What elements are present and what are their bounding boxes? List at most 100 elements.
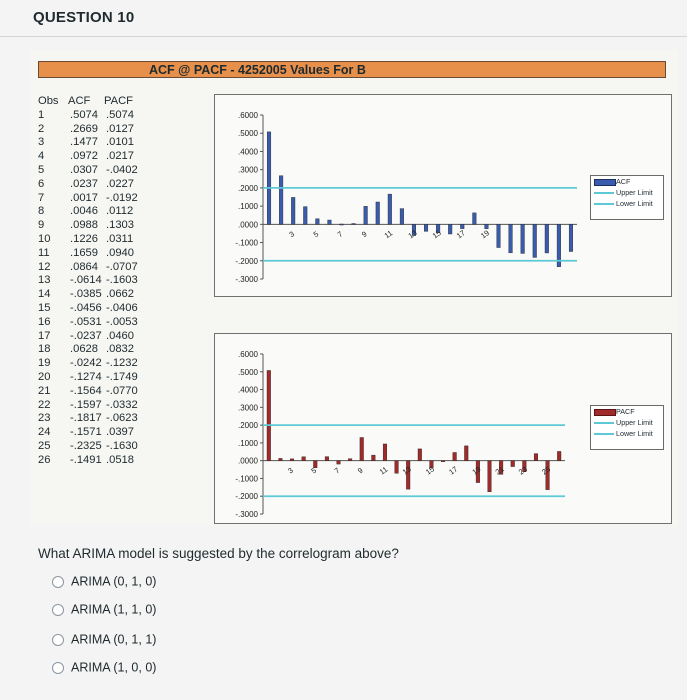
cell-obs: 18 — [38, 343, 51, 356]
table-row: 23 -.1817 -.0623 — [38, 412, 150, 426]
bar-lag-5 — [315, 218, 320, 225]
bar-lag-20 — [496, 224, 501, 248]
table-row: 8 .0046 .0112 — [38, 205, 150, 219]
bar-lag-19 — [475, 460, 480, 483]
cell-obs: 10 — [38, 232, 51, 245]
x-tick-label: 9 — [360, 229, 369, 239]
y-tick-label: -.3000 — [235, 510, 258, 519]
cell-acf: .0046 — [70, 205, 98, 218]
bar-lag-25 — [556, 224, 561, 267]
table-row: 1 .5074 .5074 — [38, 109, 150, 123]
bar-lag-22 — [520, 224, 525, 254]
radio-button[interactable] — [52, 633, 64, 646]
y-tick-label: .0000 — [238, 220, 259, 229]
x-tick-label: 5 — [312, 229, 321, 239]
bar-lag-18 — [464, 445, 469, 461]
cell-acf: .2669 — [70, 122, 98, 135]
bar-lag-17 — [452, 452, 457, 461]
cell-pacf: .1303 — [106, 219, 134, 232]
option-arima-010[interactable]: ARIMA (0, 1, 0) — [52, 574, 156, 589]
table-row: 14 -.0385 .0662 — [38, 288, 150, 302]
legend-item-acf: ACF — [591, 176, 663, 187]
cell-pacf: -.0707 — [106, 260, 138, 273]
cell-acf: -.0531 — [70, 315, 102, 328]
x-tick-label: 23 — [517, 465, 529, 477]
cell-acf: .1659 — [70, 246, 98, 259]
bar-lag-22 — [510, 460, 515, 467]
cell-obs: 20 — [38, 370, 51, 383]
table-row: 2 .2669 .0127 — [38, 123, 150, 137]
x-tick-label: 17 — [455, 228, 467, 240]
y-tick-label: .2000 — [238, 184, 259, 193]
bar-lag-21 — [508, 224, 513, 254]
cell-obs: 1 — [38, 108, 45, 121]
upper-limit-swatch — [594, 422, 614, 424]
table-row: 24 -.1571 .0397 — [38, 426, 150, 440]
x-tick-label: 9 — [356, 466, 365, 476]
x-tick-label: 11 — [378, 465, 390, 477]
table-row: 10 .1226 .0311 — [38, 233, 150, 247]
option-arima-110[interactable]: ARIMA (1, 1, 0) — [52, 602, 156, 617]
y-tick-label: .1000 — [238, 202, 259, 211]
radio-button[interactable] — [52, 575, 64, 588]
option-arima-011[interactable]: ARIMA (0, 1, 1) — [52, 632, 156, 647]
bar-lag-13 — [406, 460, 411, 490]
cell-obs: 24 — [38, 426, 51, 439]
table-row: 19 -.0242 -.1232 — [38, 357, 150, 371]
cell-acf: .0864 — [70, 260, 98, 273]
cell-acf: .0972 — [70, 150, 98, 163]
legend-label: Upper Limit — [616, 418, 653, 427]
cell-obs: 25 — [38, 439, 51, 452]
bar-lag-4 — [301, 456, 306, 461]
legend-label: Lower Limit — [616, 199, 653, 208]
option-arima-100[interactable]: ARIMA (1, 0, 0) — [52, 660, 156, 675]
header-obs: Obs — [38, 95, 59, 107]
bar-lag-8 — [348, 458, 353, 461]
x-tick-label: 3 — [287, 229, 296, 239]
question-title: QUESTION 10 — [33, 9, 135, 26]
bar-lag-10 — [375, 201, 380, 225]
cell-obs: 23 — [38, 412, 51, 425]
y-tick-label: .0000 — [238, 457, 259, 466]
y-tick-label: -.2000 — [235, 257, 258, 266]
cell-pacf: .0397 — [106, 426, 134, 439]
table-row: 25 -.2325 -.1630 — [38, 440, 150, 454]
legend-label: ACF — [616, 177, 631, 186]
cell-acf: -.0237 — [70, 329, 102, 342]
x-tick-label: 11 — [383, 228, 395, 240]
bar-lag-15 — [436, 224, 441, 233]
bar-lag-26 — [568, 224, 573, 252]
x-tick-label: 13 — [401, 465, 413, 477]
cell-pacf: -.1603 — [106, 274, 138, 287]
bar-lag-26 — [557, 451, 562, 461]
cell-acf: .0307 — [70, 163, 98, 176]
bar-lag-16 — [448, 224, 453, 235]
y-tick-label: .5000 — [238, 129, 259, 138]
x-tick-label: 13 — [407, 228, 419, 240]
cell-acf: -.1491 — [70, 453, 102, 466]
bar-lag-15 — [429, 460, 434, 469]
lower-limit-swatch — [594, 433, 614, 435]
x-tick-label: 25 — [540, 465, 552, 477]
table-row: 16 -.0531 -.0053 — [38, 316, 150, 330]
bar-lag-5 — [313, 460, 318, 469]
bar-lag-10 — [371, 454, 376, 461]
radio-button[interactable] — [52, 603, 64, 616]
legend-label: Lower Limit — [616, 429, 653, 438]
bar-lag-2 — [279, 175, 284, 225]
y-tick-label: -.1000 — [235, 474, 258, 483]
x-tick-label: 17 — [447, 465, 459, 477]
legend-item-lower: Lower Limit — [591, 428, 663, 439]
cell-obs: 5 — [38, 163, 45, 176]
radio-button[interactable] — [52, 661, 64, 674]
cell-pacf: .0112 — [106, 205, 134, 218]
bar-lag-25 — [545, 460, 550, 490]
x-tick-label: 19 — [470, 465, 482, 477]
question-text: What ARIMA model is suggested by the cor… — [38, 546, 399, 561]
cell-obs: 22 — [38, 398, 51, 411]
bar-lag-18 — [472, 212, 477, 225]
option-label: ARIMA (1, 0, 0) — [71, 660, 157, 675]
obs-table: Obs ACF PACF 1 .5074 .5074 2 .2669 .0127 3 .1477.… — [38, 95, 150, 468]
acf-swatch — [594, 179, 616, 186]
